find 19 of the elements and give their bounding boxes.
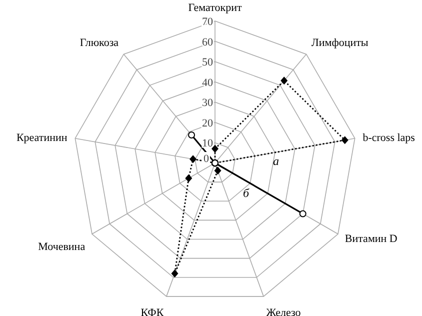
y-tick-label: 70 bbox=[202, 16, 214, 28]
series-label: б bbox=[243, 186, 250, 200]
y-tick-label: 60 bbox=[202, 36, 214, 48]
y-tick-label: 10 bbox=[202, 138, 214, 150]
spoke-label: Мочевина bbox=[38, 241, 86, 253]
series-label: а bbox=[273, 154, 279, 168]
spoke-label: b-cross laps bbox=[362, 132, 415, 144]
spoke-label: Лимфоциты bbox=[311, 37, 369, 50]
y-tick-label: 30 bbox=[202, 97, 214, 110]
y-tick-label: 20 bbox=[202, 117, 214, 130]
spoke-label: Витамин D bbox=[344, 233, 398, 245]
spoke-label: Креатинин bbox=[16, 132, 68, 144]
spoke-label: Железо bbox=[266, 306, 302, 316]
spoke-label: Гематокрит bbox=[188, 2, 242, 14]
y-tick-label: 0 bbox=[204, 153, 210, 165]
spoke-label: КФК bbox=[140, 306, 164, 316]
y-tick-label: 40 bbox=[202, 76, 214, 89]
spoke-label: Глюкоза bbox=[80, 37, 119, 50]
y-tick-label: 50 bbox=[202, 56, 214, 69]
